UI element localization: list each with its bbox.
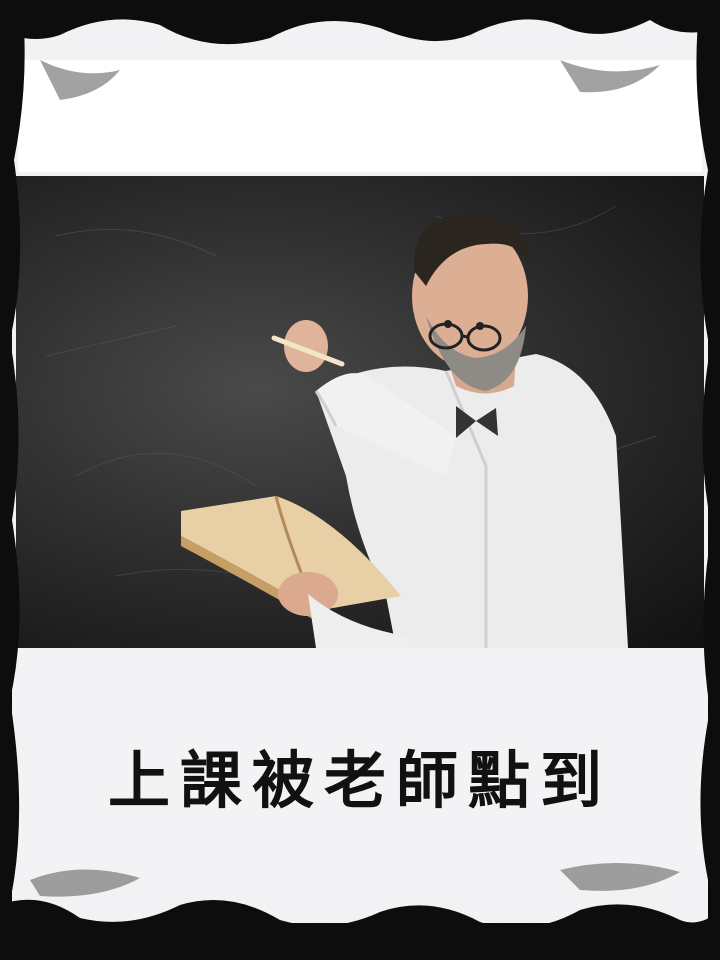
teacher-illustration [45, 205, 657, 648]
meme-caption: 上課被老師點到 [107, 744, 612, 817]
caption-band [14, 650, 706, 880]
open-book [181, 496, 401, 611]
teacher-photo [16, 176, 704, 648]
